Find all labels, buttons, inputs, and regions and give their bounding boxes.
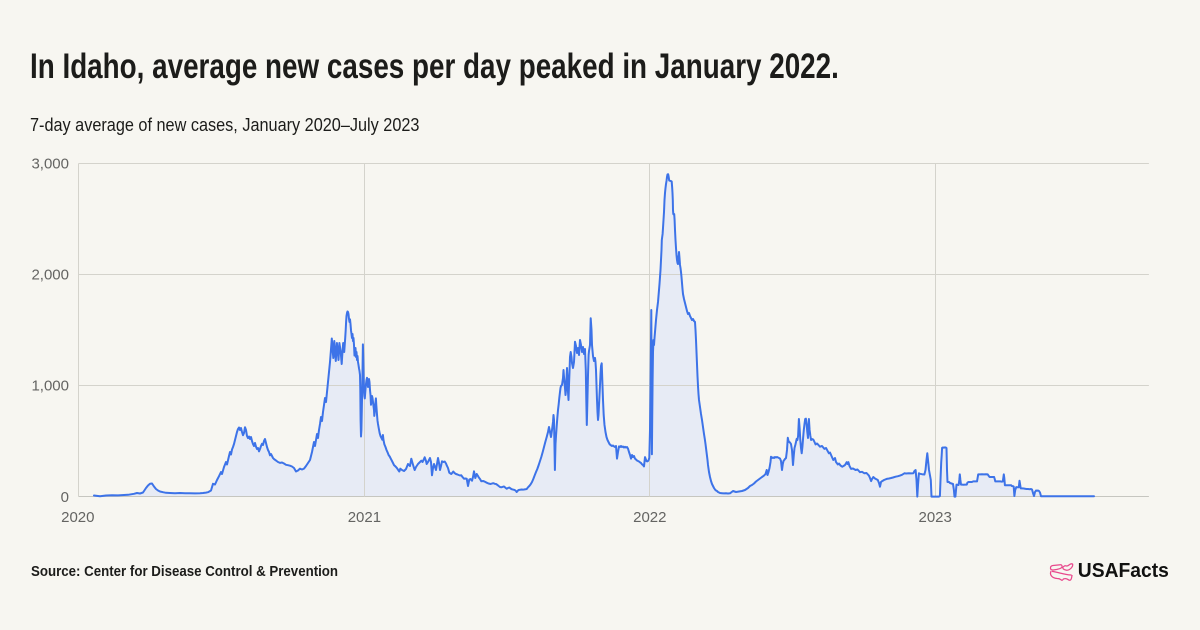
svg-text:2023: 2023 <box>919 509 952 526</box>
svg-text:1,000: 1,000 <box>31 378 69 395</box>
svg-text:0: 0 <box>61 489 69 506</box>
svg-text:2021: 2021 <box>348 509 381 526</box>
svg-text:2022: 2022 <box>633 509 666 526</box>
svg-text:2020: 2020 <box>61 509 94 526</box>
svg-text:3,000: 3,000 <box>31 155 69 172</box>
svg-text:2,000: 2,000 <box>31 267 69 284</box>
